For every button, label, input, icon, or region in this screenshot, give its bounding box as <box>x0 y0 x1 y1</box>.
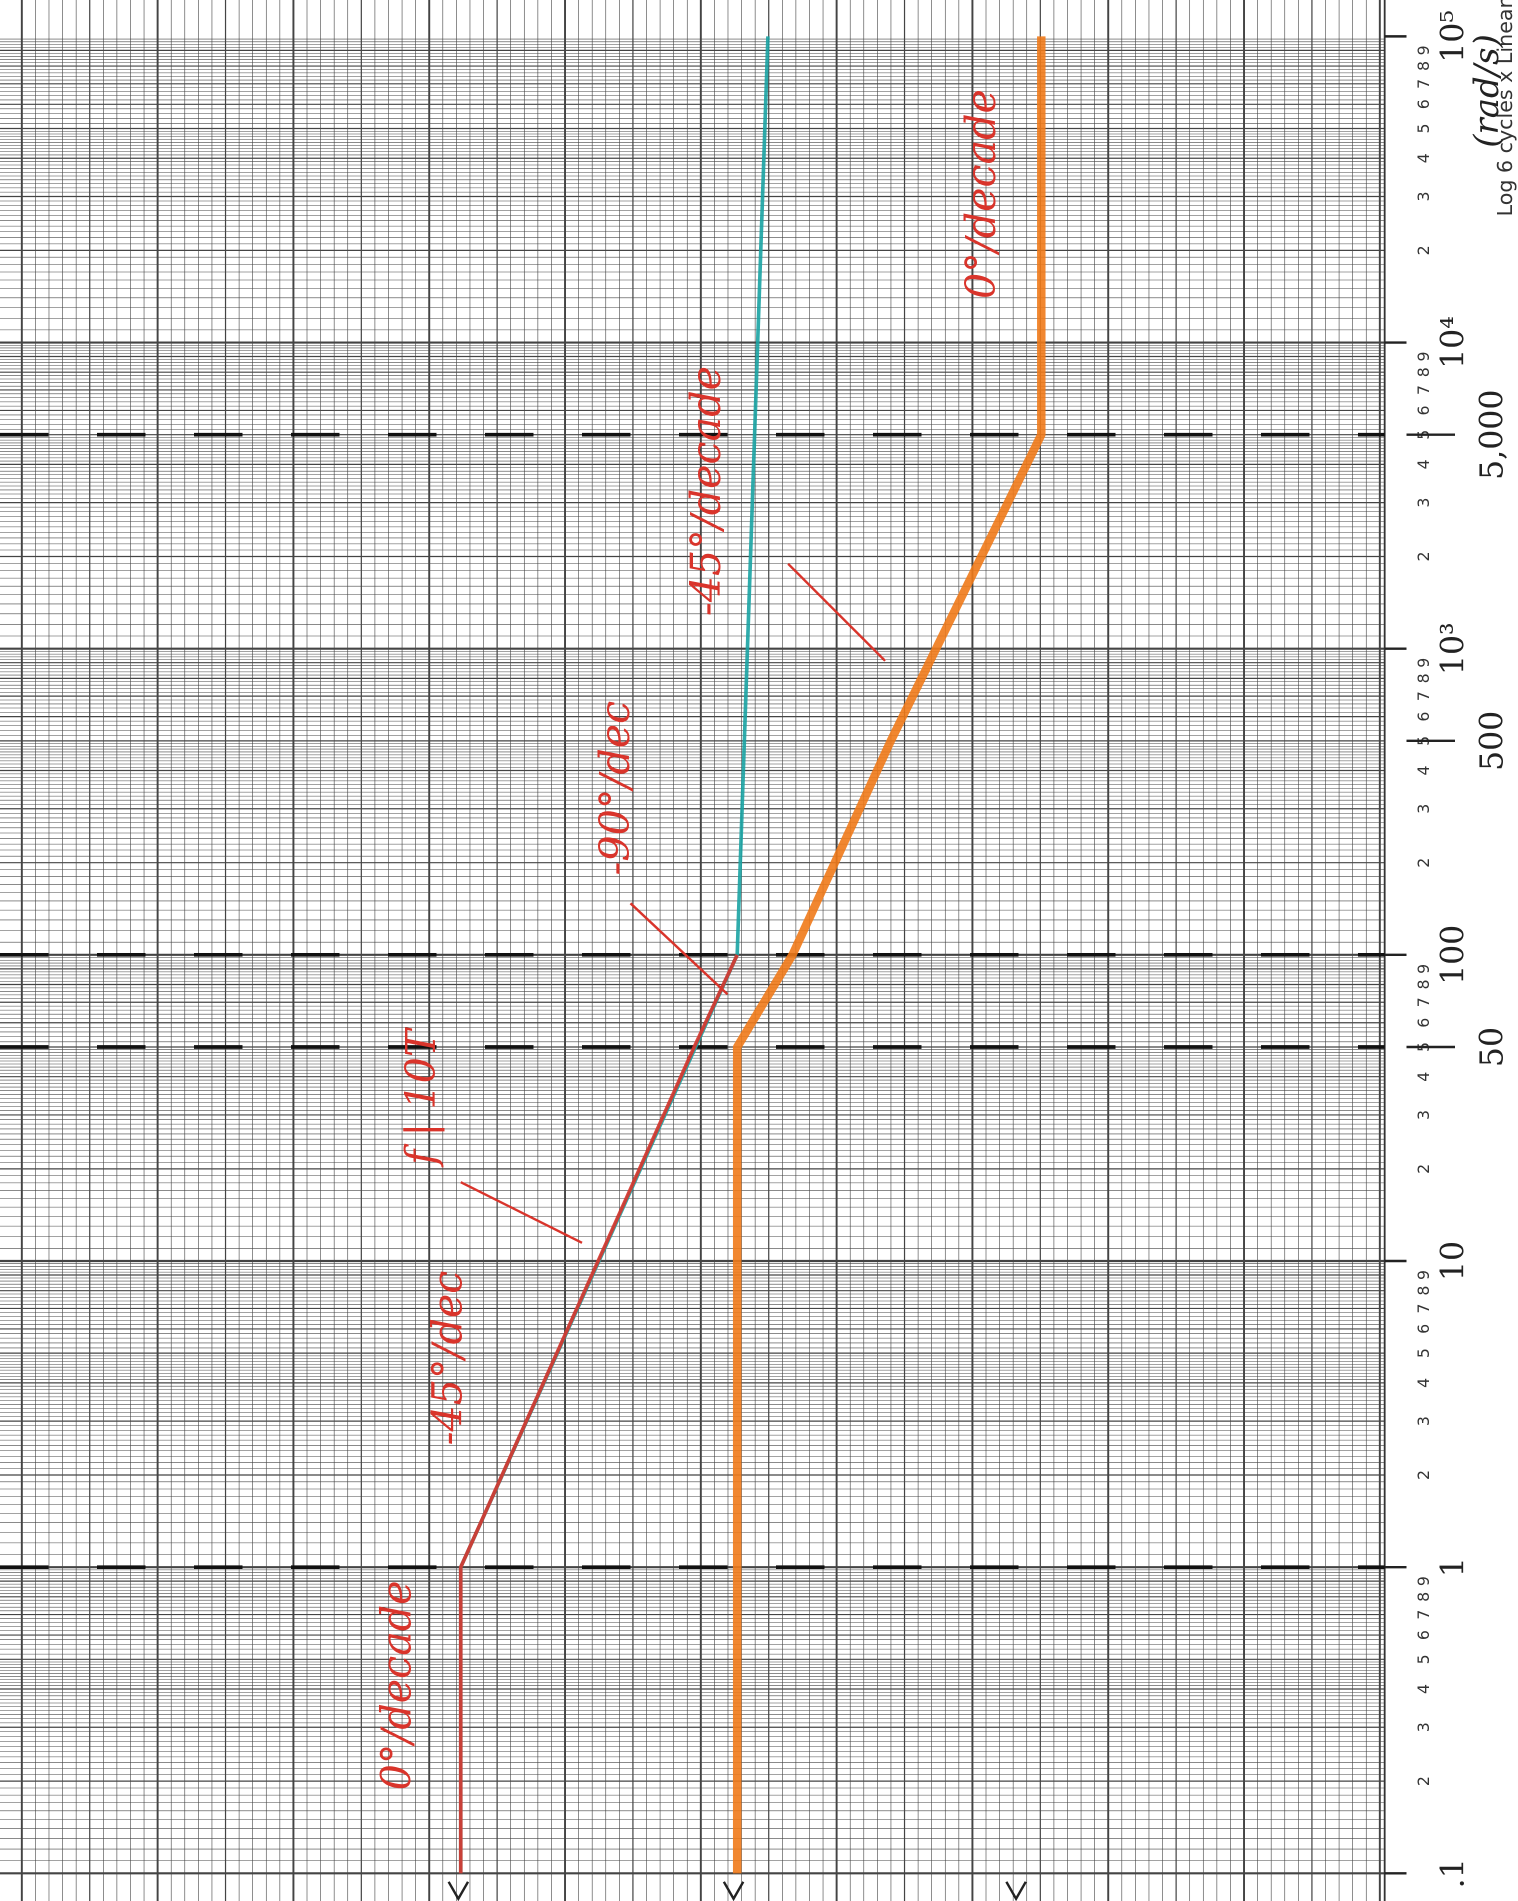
cycle-label: 9 <box>1414 964 1433 974</box>
annotation: 0°/decade <box>957 89 1005 299</box>
cycle-label: 6 <box>1414 1018 1433 1028</box>
cycle-label: 3 <box>1414 1110 1433 1120</box>
annotation: -90°/dec <box>591 701 639 876</box>
cycle-label: 3 <box>1414 1416 1433 1426</box>
cycle-label: 5 <box>1414 1654 1433 1664</box>
cycle-label: 3 <box>1414 191 1433 201</box>
cycle-label: 3 <box>1414 498 1433 508</box>
cycle-label: 4 <box>1414 1072 1433 1082</box>
marker <box>447 1881 470 1901</box>
cycle-label: 9 <box>1414 45 1433 55</box>
cycle-label: 4 <box>1414 766 1433 776</box>
x-axis-label: (rad/s) <box>1467 34 1507 148</box>
annotation-arrow <box>460 1181 583 1244</box>
cycle-label: 4 <box>1414 153 1433 163</box>
cycle-label: 2 <box>1414 858 1433 868</box>
cycle-label: 7 <box>1414 385 1433 395</box>
cycle-label: 8 <box>1414 979 1433 989</box>
x-tick-label: 10⁴ <box>1435 316 1471 369</box>
cycle-label: 2 <box>1414 245 1433 255</box>
annotation: 0°/decade <box>373 1580 421 1790</box>
cycle-label: 4 <box>1414 1378 1433 1388</box>
cycle-label: 8 <box>1414 1286 1433 1296</box>
cycle-label: 7 <box>1414 997 1433 1007</box>
cycle-label: 4 <box>1414 459 1433 469</box>
cycle-label: 8 <box>1414 367 1433 377</box>
cycle-label: 3 <box>1414 1722 1433 1732</box>
cycle-label: 8 <box>1414 61 1433 71</box>
cycle-label: 2 <box>1414 1776 1433 1786</box>
cycle-label: 9 <box>1414 658 1433 668</box>
x-tick-label: 10³ <box>1435 622 1471 675</box>
x-tick-label: 10 <box>1435 1241 1471 1281</box>
annotation: -45°/decade <box>682 366 730 616</box>
cycle-label: 7 <box>1414 79 1433 89</box>
cycle-label: 6 <box>1414 1630 1433 1640</box>
breakpoint-label: 500 <box>1474 711 1510 771</box>
marker <box>1005 1881 1027 1901</box>
breakpoint-label: 5,000 <box>1474 390 1510 480</box>
cycle-label: 9 <box>1414 352 1433 362</box>
breakpoint-label: 50 <box>1474 1027 1510 1067</box>
chart-title: Log 6 cycles x Linear <box>1493 0 1517 216</box>
cycle-label: 3 <box>1414 804 1433 814</box>
cycle-label: 6 <box>1414 712 1433 722</box>
cycle-label: 2 <box>1414 552 1433 562</box>
cycle-label: 2 <box>1414 1470 1433 1480</box>
annotation: -45°/dec <box>424 1271 472 1446</box>
cycle-label: 5 <box>1414 1348 1433 1358</box>
cycle-label: 7 <box>1414 1303 1433 1313</box>
x-tick-label: .1 <box>1435 1858 1471 1888</box>
cycle-label: 5 <box>1414 124 1433 134</box>
annotation: f | 10T <box>397 1026 445 1168</box>
cycle-label: 6 <box>1414 1324 1433 1334</box>
cycle-label: 9 <box>1414 1576 1433 1586</box>
x-tick-label: 10⁵ <box>1435 10 1471 63</box>
marker <box>722 1881 745 1901</box>
cycle-label: 7 <box>1414 1610 1433 1620</box>
cycle-label: 9 <box>1414 1270 1433 1280</box>
annotation-arrow <box>787 562 886 662</box>
cycle-label: 8 <box>1414 1592 1433 1602</box>
cycle-label: 8 <box>1414 673 1433 683</box>
phase-line <box>458 954 739 1874</box>
cycle-label: 7 <box>1414 691 1433 701</box>
annotation-arrow <box>629 902 729 996</box>
phase-line <box>732 36 1046 1874</box>
cycle-label: 6 <box>1414 405 1433 415</box>
x-tick-label: 1 <box>1435 1557 1471 1577</box>
cycle-label: 4 <box>1414 1684 1433 1694</box>
x-tick-label: 100 <box>1435 925 1471 985</box>
cycle-label: 6 <box>1414 99 1433 109</box>
cycle-label: 2 <box>1414 1164 1433 1174</box>
